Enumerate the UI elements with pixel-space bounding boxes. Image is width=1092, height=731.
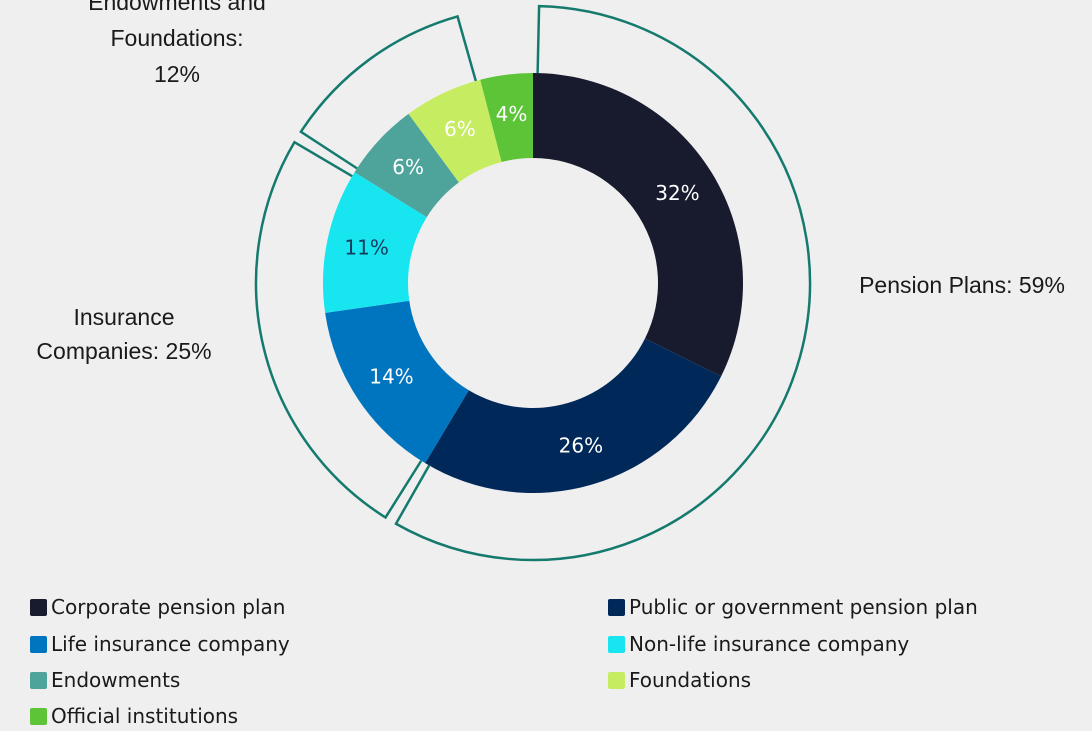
slice-label-official-institutions: 4% [496,102,528,126]
legend-label: Life insurance company [51,632,290,656]
slice-label-endowments: 6% [392,155,424,179]
slice-label-public-or-government-pension-plan: 26% [559,434,603,458]
legend-swatch [608,671,625,689]
group-label-pension-plans-line-0: Pension Plans: 59% [859,272,1065,298]
legend-item-official-institutions: Official institutions [30,704,238,728]
slice-label-life-insurance-company: 14% [369,365,413,389]
legend-label: Foundations [629,668,752,692]
legend-label: Corporate pension plan [51,595,286,619]
bracket-endowments-foundations [299,14,478,170]
legend-item-life-insurance-company: Life insurance company [30,632,290,656]
group-label-endowments-foundations-line-2: 12% [154,61,200,87]
slice-endowments [354,113,459,218]
group-label-insurance-companies-line-1: Companies: 25% [36,338,211,364]
legend-label: Endowments [51,668,181,692]
legend-label: Non-life insurance company [629,632,910,656]
legend-swatch [30,598,47,616]
legend-label: Public or government pension plan [629,595,978,619]
legend-swatch [608,598,625,616]
group-labels: Pension Plans: 59% Insurance Companies: 25… [36,0,1065,364]
group-label-insurance-companies-line-0: Insurance [73,304,174,330]
legend-swatch [608,635,625,653]
slice-corporate-pension-plan [533,73,743,377]
group-brackets [254,4,812,562]
legend-swatch [30,707,47,725]
slice-non-life-insurance-company [323,172,427,313]
bracket-insurance-companies [254,140,423,520]
legend-item-public-or-government-pension-plan: Public or government pension plan [608,595,978,619]
slice-label-non-life-insurance-company: 11% [344,236,388,260]
group-label-endowments-foundations-line-0: Endowments and [88,0,266,15]
slice-life-insurance-company [325,300,469,464]
slice-label-foundations: 6% [444,117,476,141]
slice-label-corporate-pension-plan: 32% [655,181,699,205]
legend-swatch [30,635,47,653]
legend-item-non-life-insurance-company: Non-life insurance company [608,632,909,656]
donut-slices [323,73,743,494]
legend-item-foundations: Foundations [608,668,751,692]
slice-official-institutions [480,73,533,163]
legend-item-endowments: Endowments [30,668,180,692]
legend-label: Official institutions [51,704,239,728]
legend-swatch [30,671,47,689]
slice-foundations [408,79,502,183]
donut-slice-labels: 32% 26% 14% 11% 6% 6% 4% [344,102,699,458]
group-label-endowments-foundations-line-1: Foundations: [111,25,244,51]
bracket-pension-plans [394,4,812,562]
legend-item-corporate-pension-plan: Corporate pension plan [30,595,285,619]
slice-public-or-government-pension-plan [425,338,722,494]
